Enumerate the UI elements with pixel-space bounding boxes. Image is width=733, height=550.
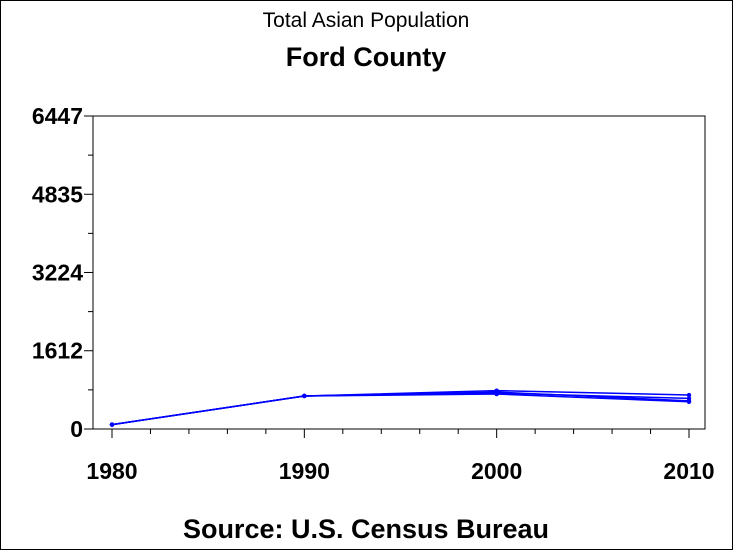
x-axis: 1980 1990 2000 2010 xyxy=(86,429,715,484)
plot-area xyxy=(92,115,706,430)
x-tick-label: 2000 xyxy=(471,458,522,484)
data-point xyxy=(686,396,692,401)
data-point xyxy=(686,392,692,398)
y-tick-label: 0 xyxy=(70,416,83,442)
x-tick-label: 1990 xyxy=(279,458,330,484)
data-point xyxy=(686,399,692,405)
data-point xyxy=(494,388,499,393)
x-tick-label: 2010 xyxy=(663,458,714,484)
chart-title: Total Asian Population xyxy=(263,9,470,32)
x-tick-label: 1980 xyxy=(86,458,137,484)
data-point xyxy=(494,391,499,397)
y-tick-label: 6447 xyxy=(32,103,83,129)
series-layer xyxy=(109,388,692,427)
data-point xyxy=(109,422,115,427)
y-tick-label: 4835 xyxy=(32,181,83,207)
chart-source: Source: U.S. Census Bureau xyxy=(183,514,549,544)
series-line xyxy=(111,391,690,426)
y-axis: 0 1612 3224 4835 6447 xyxy=(32,103,93,442)
series-line xyxy=(111,393,690,426)
chart-subtitle: Ford County xyxy=(286,42,446,72)
y-tick-label: 1612 xyxy=(32,338,83,364)
y-tick-label: 3224 xyxy=(32,259,83,285)
data-point xyxy=(302,393,307,399)
